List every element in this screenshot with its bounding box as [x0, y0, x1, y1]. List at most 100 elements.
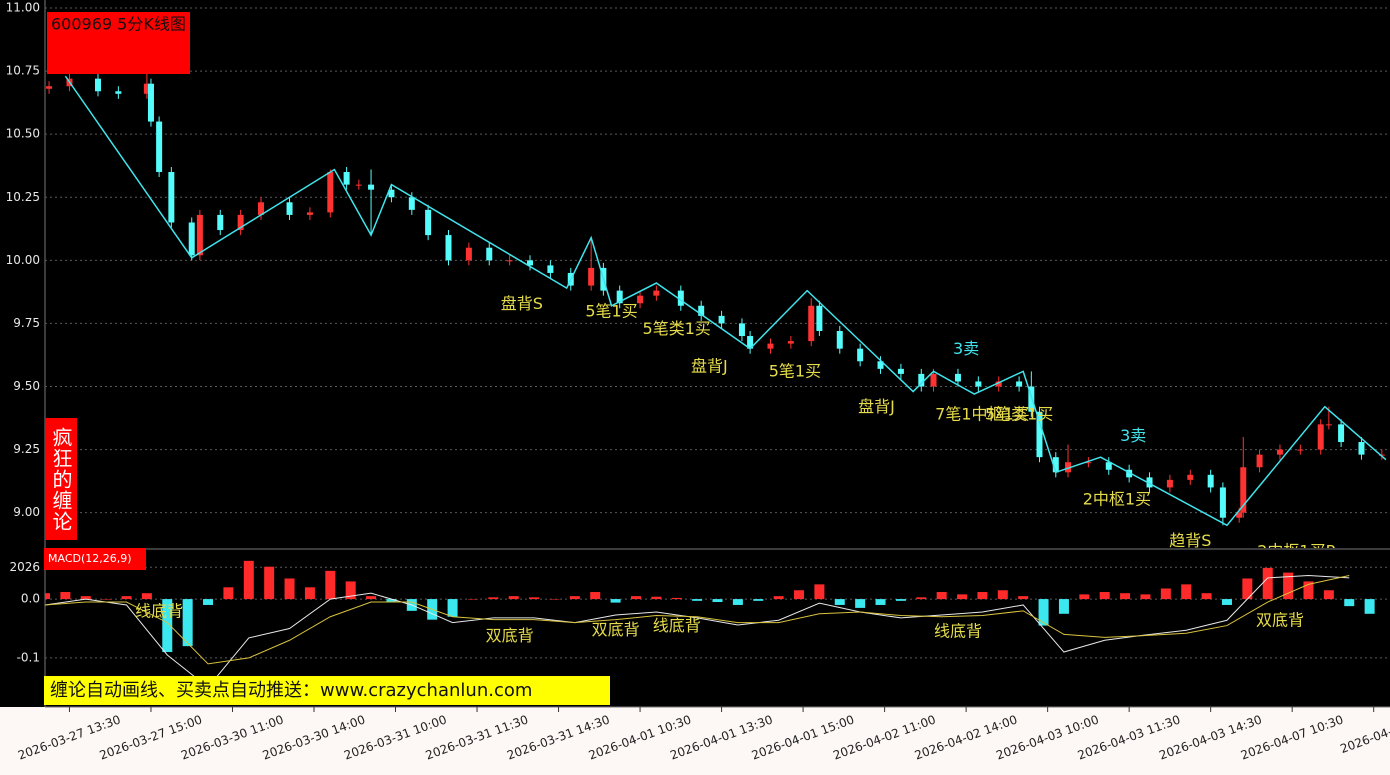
candle-body	[465, 247, 472, 261]
macd-bar	[529, 597, 540, 600]
candle-body	[506, 260, 513, 262]
candle-body	[718, 315, 725, 324]
macd-bar	[304, 587, 315, 600]
annotation: 双底背	[1256, 610, 1304, 629]
x-tick-label: 2026-04-07	[1338, 719, 1390, 756]
y-tick-label: 10.00	[6, 253, 40, 267]
candle-body	[1126, 469, 1133, 478]
candle-body	[1105, 462, 1112, 470]
macd-bar	[1038, 599, 1049, 626]
macd-bar	[1303, 581, 1314, 600]
macd-bar	[264, 566, 275, 600]
macd-bar	[162, 599, 173, 653]
candle-body	[306, 212, 313, 215]
annotation: 5笔类1买	[985, 404, 1053, 423]
candle-body	[930, 373, 937, 387]
candle-body	[816, 305, 823, 331]
title-box	[47, 12, 190, 74]
y-tick-label: 9.25	[13, 442, 40, 456]
candle-body	[286, 202, 293, 215]
candle-body	[918, 373, 925, 387]
macd-bar	[80, 596, 91, 600]
candle-body	[767, 343, 774, 349]
macd-bar	[223, 587, 234, 600]
macd-bar	[467, 599, 478, 600]
annotation: 7笔1中枢1买	[935, 404, 1030, 423]
candle-body	[1240, 467, 1247, 513]
macd-bar	[60, 592, 71, 600]
candle-body	[147, 83, 154, 122]
macd-bar	[997, 590, 1008, 600]
candle-body	[1146, 477, 1153, 488]
macd-line	[45, 575, 1350, 665]
candle-body	[237, 214, 244, 231]
y-tick-label: 10.25	[6, 190, 40, 204]
candle-body	[738, 323, 745, 337]
macd-bar	[1262, 567, 1273, 600]
candle-body	[616, 290, 623, 304]
candle-body	[1036, 411, 1043, 458]
macd-bar	[875, 599, 886, 605]
macd-bar	[203, 599, 214, 605]
macd-bar	[1120, 593, 1131, 600]
annotation: 3卖	[1120, 426, 1146, 445]
candle-body	[1028, 386, 1035, 412]
macd-bar	[325, 570, 336, 600]
macd-bar	[916, 597, 927, 600]
macd-bar	[957, 594, 968, 600]
macd-bar	[1018, 596, 1029, 600]
candle-body	[787, 341, 794, 344]
candle-body	[1317, 424, 1324, 450]
annotation: 盘背S	[501, 294, 543, 313]
macd-bar	[101, 599, 112, 600]
stroke-line	[64, 75, 1387, 527]
y-tick-label: 9.50	[13, 379, 40, 393]
candle-body	[258, 202, 265, 215]
macd-bar	[895, 599, 906, 601]
y-tick-label: 9.00	[13, 505, 40, 519]
candle-body	[637, 295, 644, 304]
candle-body	[1085, 462, 1092, 464]
candle-body	[1016, 381, 1023, 387]
candle-body	[877, 361, 884, 369]
candle-body	[1338, 424, 1345, 443]
footer-box	[44, 676, 610, 705]
macd-bar	[712, 599, 723, 603]
candle-body	[1276, 449, 1283, 455]
candle-body	[808, 305, 815, 342]
macd-bar	[447, 599, 458, 617]
macd-bar	[753, 599, 764, 601]
annotation: 盘背J	[691, 356, 728, 375]
macd-bar	[243, 560, 254, 600]
macd-bar	[345, 581, 356, 600]
macd-bar	[590, 592, 601, 600]
candle-body	[1325, 424, 1332, 426]
chart-title: 600969 5分K线图	[51, 15, 186, 34]
macd-bar	[1079, 594, 1090, 600]
annotation: 3卖	[953, 339, 979, 358]
macd-bar	[386, 599, 397, 603]
macd-bar	[773, 596, 784, 600]
macd-bar	[610, 599, 621, 603]
macd-bar	[732, 599, 743, 605]
y-tick-label: 2026	[9, 560, 40, 574]
candle-body	[388, 189, 395, 198]
macd-bar	[1364, 599, 1375, 614]
macd-bar	[121, 596, 132, 600]
candle-body	[156, 121, 163, 173]
candle-body	[327, 172, 334, 213]
macd-bar	[692, 599, 703, 601]
annotation: 线底背	[934, 622, 982, 641]
macd-bar	[814, 584, 825, 600]
candle-body	[995, 381, 1002, 387]
candle-body	[857, 348, 864, 362]
candle-body	[1219, 487, 1226, 518]
y-tick-label: -0.1	[17, 650, 40, 664]
macd-bar	[1181, 584, 1192, 600]
candle-body	[954, 373, 961, 382]
macd-bar	[671, 597, 682, 600]
candle-body	[1256, 454, 1263, 468]
candle-body	[1187, 474, 1194, 480]
